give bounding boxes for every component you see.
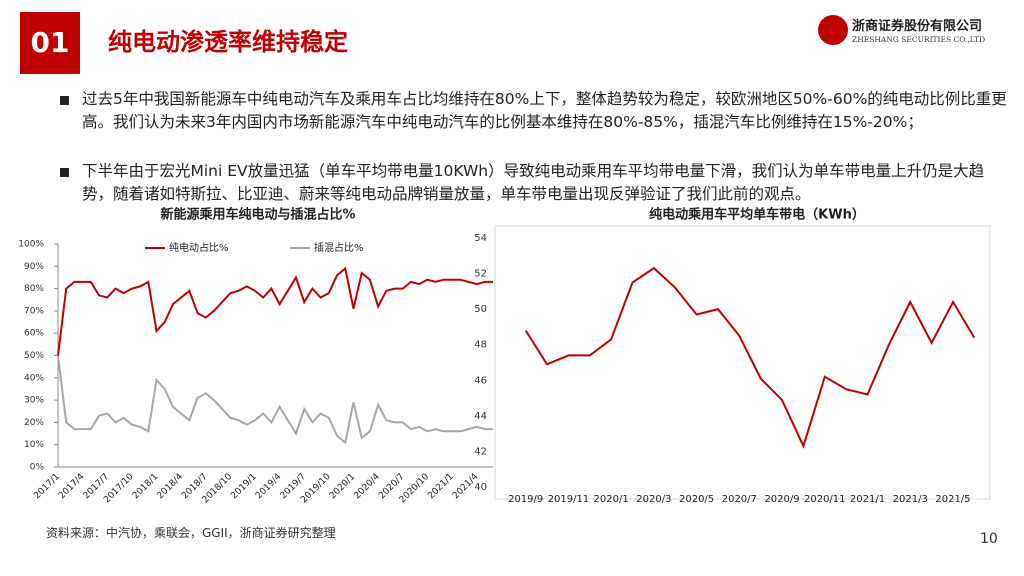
section-number: 01 (20, 12, 80, 74)
x-tick-label: 2020/9 (764, 494, 799, 505)
x-tick-label: 2019/9 (508, 494, 543, 505)
x-tick-label: 2019/4 (254, 472, 284, 502)
legend-label: 纯电动占比% (169, 241, 229, 254)
x-tick-label: 2019/1 (229, 472, 258, 501)
data-line (57, 266, 493, 356)
legend-label: 插混占比% (314, 241, 364, 254)
y-tick-label: 54 (474, 233, 487, 244)
y-tick-label: 60% (24, 329, 44, 339)
logo-icon (818, 15, 848, 45)
y-tick-label: 46 (474, 375, 487, 386)
x-tick-label: 2021/3 (893, 494, 928, 505)
y-tick-label: 50 (474, 304, 487, 315)
y-tick-label: 90% (24, 262, 44, 272)
y-tick-label: 42 (474, 446, 487, 457)
y-tick-label: 48 (474, 340, 487, 351)
y-tick-label: 40% (24, 373, 44, 383)
chart-title: 新能源乘用车纯电动与插混占比% (160, 207, 355, 223)
y-tick-label: 30% (24, 396, 44, 406)
page-number: 10 (980, 531, 998, 547)
x-tick-label: 2018/1 (131, 472, 160, 501)
data-line (524, 266, 976, 449)
x-tick-label: 2020/11 (804, 494, 846, 505)
y-tick-label: 70% (24, 306, 44, 316)
y-tick-label: 40 (474, 482, 487, 493)
logo-cn: 浙商证券股份有限公司 (852, 19, 983, 34)
slide-title: 纯电动渗透率维持稳定 (108, 28, 348, 56)
y-tick-label: 10% (24, 440, 44, 450)
bullet: 下半年由于宏光Mini EV放量迅猛（单车平均带电量10KWh）导致纯电动乘用车… (58, 160, 1012, 206)
x-tick-label: 2019/11 (548, 494, 590, 505)
y-tick-label: 0% (30, 463, 45, 473)
source-note: 资料来源：中汽协，乘联会，GGII，浙商证券研究整理 (46, 526, 336, 540)
y-tick-label: 100% (18, 240, 44, 250)
x-tick-label: 2018/4 (156, 472, 186, 502)
chart-title: 纯电动乘用车平均单车带电（KWh） (649, 207, 865, 223)
x-tick-label: 2017/4 (57, 472, 87, 502)
x-tick-label: 2020/7 (722, 494, 757, 505)
x-tick-label: 2021/5 (935, 494, 970, 505)
y-tick-label: 52 (474, 269, 487, 280)
x-tick-label: 2020/5 (679, 494, 714, 505)
y-tick-label: 50% (24, 351, 44, 361)
x-tick-label: 2020/1 (328, 472, 357, 501)
y-tick-label: 20% (24, 418, 44, 428)
y-tick-label: 80% (24, 284, 44, 294)
x-tick-label: 2020/1 (594, 494, 629, 505)
y-tick-label: 44 (474, 411, 487, 422)
logo-en: ZHESHANG SECURITIES CO.,LTD (852, 35, 986, 44)
x-tick-label: 2021/1 (850, 494, 885, 505)
bullet: 过去5年中我国新能源车中纯电动汽车及乘用车占比均维持在80%上下，整体趋势较为稳… (58, 88, 1012, 134)
x-tick-label: 2017/1 (32, 472, 61, 501)
x-tick-label: 2021/1 (426, 472, 455, 501)
plot-border (494, 225, 991, 500)
x-tick-label: 2020/3 (636, 494, 671, 505)
data-line (57, 355, 493, 445)
x-tick-label: 2020/4 (353, 472, 383, 502)
